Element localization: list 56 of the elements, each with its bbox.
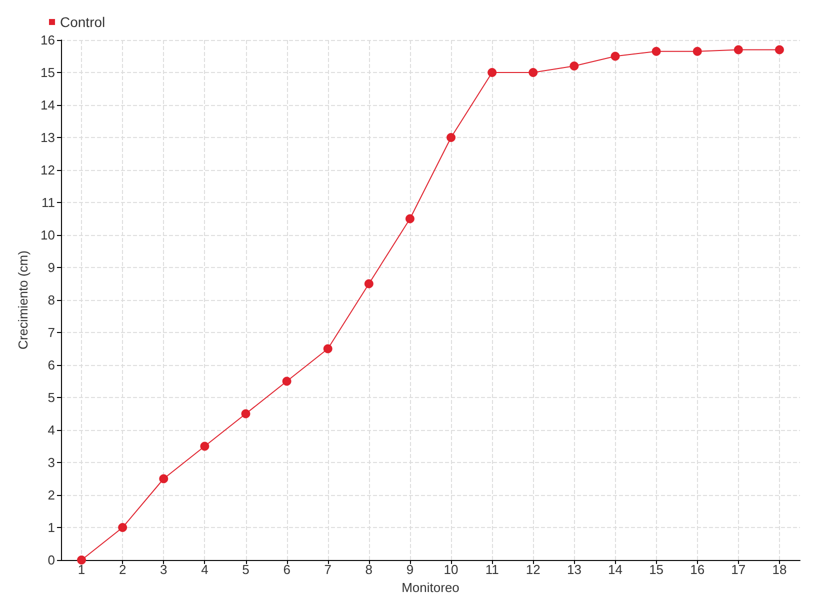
x-tick-label: 11	[485, 562, 499, 577]
x-tick-label: 14	[608, 562, 622, 577]
x-tick-label: 5	[242, 562, 250, 577]
x-tick-label: 13	[566, 562, 582, 577]
point	[200, 442, 210, 451]
legend-label: Control	[60, 14, 106, 30]
x-tick-label: 7	[324, 562, 332, 577]
y-tick-label: 12	[40, 162, 55, 178]
y-tick-label: 4	[48, 422, 55, 438]
y-tick-label: 10	[40, 228, 55, 242]
y-tick-label: 14	[40, 98, 55, 112]
x-tick-label: 17	[731, 562, 746, 577]
point	[282, 376, 292, 386]
point	[692, 46, 702, 56]
y-tick-label: 9	[48, 260, 55, 275]
x-tick-label: 3	[160, 562, 168, 577]
point	[652, 46, 661, 56]
point	[323, 344, 332, 354]
y-tick-label: 2	[48, 488, 55, 502]
x-tick-label: 12	[526, 562, 540, 577]
x-tick-label: 2	[118, 562, 126, 577]
point	[241, 409, 250, 418]
y-tick-label: 1	[48, 520, 55, 535]
y-tick-label: 6	[48, 358, 55, 372]
point	[118, 523, 128, 532]
point	[528, 68, 538, 77]
point	[159, 474, 168, 484]
x-tick-label: 1	[78, 562, 86, 577]
point	[405, 214, 414, 224]
y-tick-label: 16	[40, 32, 55, 48]
y-tick-label: 11	[42, 195, 55, 210]
y-tick-label: 3	[48, 455, 55, 470]
point	[774, 45, 784, 54]
x-tick-label: 9	[406, 562, 414, 577]
y-axis-title: Crecimiento (cm)	[16, 250, 31, 350]
x-tick-label: 4	[201, 562, 208, 577]
y-tick-label: 13	[40, 130, 55, 145]
point	[734, 45, 743, 54]
y-tick-label: 8	[48, 292, 55, 308]
x-tick-label: 18	[772, 562, 787, 577]
y-tick-label: 5	[48, 390, 55, 405]
x-tick-label: 6	[283, 562, 290, 577]
point	[446, 133, 456, 142]
point	[610, 52, 620, 61]
point	[364, 279, 374, 288]
point	[488, 68, 497, 77]
point	[570, 62, 579, 70]
x-tick-label: 16	[690, 562, 705, 577]
x-axis-title: Monitoreo	[402, 580, 460, 595]
point	[77, 556, 86, 564]
x-tick-label: 10	[444, 562, 458, 577]
x-tick-label: 8	[365, 562, 373, 577]
y-tick-label: 0	[48, 552, 55, 568]
y-tick-label: 15	[40, 65, 55, 80]
y-tick-label: 7	[48, 325, 55, 340]
x-tick-label: 15	[649, 562, 664, 577]
